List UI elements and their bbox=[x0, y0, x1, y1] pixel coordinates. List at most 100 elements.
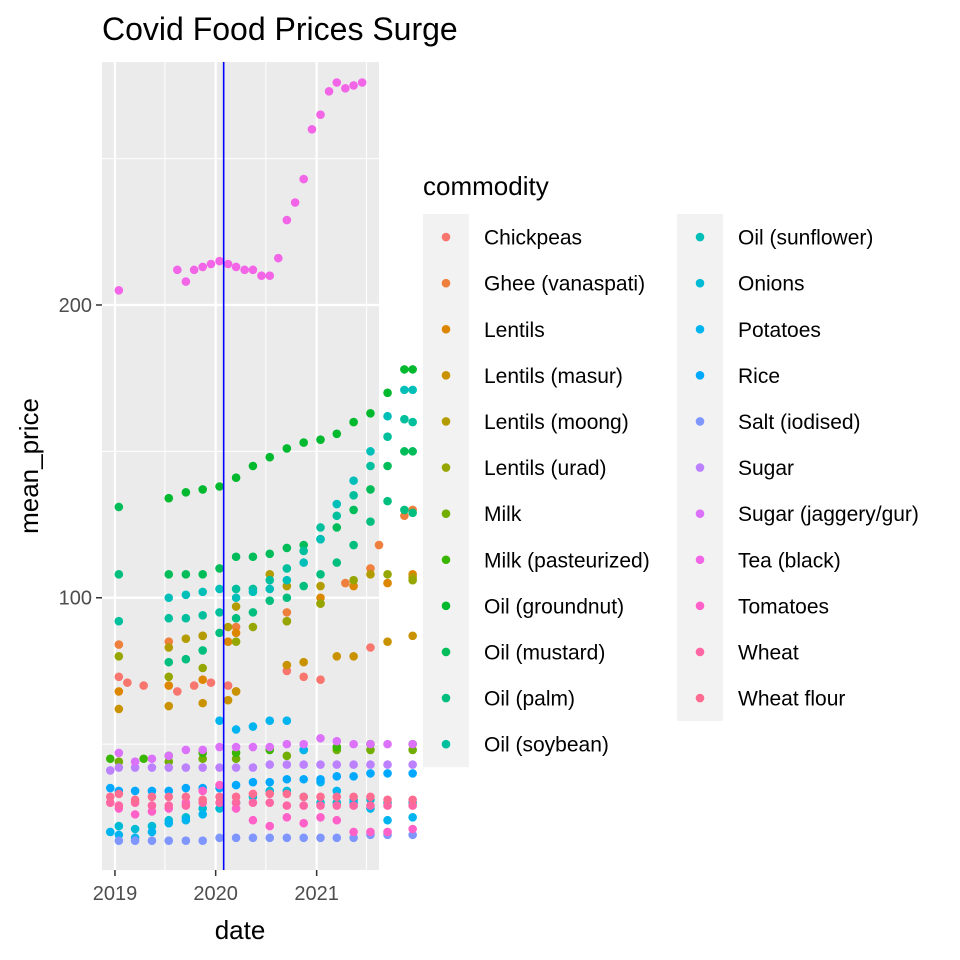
data-point bbox=[215, 792, 224, 802]
data-point bbox=[181, 634, 191, 644]
data-point bbox=[332, 651, 342, 661]
data-point bbox=[282, 813, 292, 822]
data-point bbox=[383, 432, 392, 442]
data-point bbox=[282, 801, 292, 810]
data-point bbox=[290, 198, 300, 207]
data-point bbox=[282, 444, 292, 453]
data-point bbox=[130, 757, 140, 766]
data-point bbox=[114, 763, 124, 772]
data-point bbox=[282, 716, 292, 725]
data-point bbox=[130, 795, 140, 805]
data-point bbox=[198, 795, 208, 805]
data-point bbox=[198, 786, 208, 796]
data-point bbox=[349, 801, 358, 810]
data-point bbox=[383, 461, 392, 471]
data-point bbox=[147, 801, 157, 810]
data-point bbox=[400, 414, 409, 424]
data-point bbox=[114, 748, 124, 758]
data-point bbox=[164, 570, 174, 579]
series-sugar bbox=[105, 760, 417, 775]
legend-key bbox=[695, 509, 705, 518]
data-point bbox=[408, 760, 417, 769]
data-point bbox=[349, 760, 358, 769]
data-point bbox=[198, 646, 208, 655]
data-point bbox=[349, 490, 358, 500]
data-point bbox=[114, 286, 124, 295]
data-point bbox=[206, 678, 216, 687]
data-point bbox=[215, 256, 224, 266]
data-point bbox=[223, 259, 233, 269]
data-point bbox=[164, 801, 174, 810]
data-point bbox=[164, 593, 174, 603]
data-point bbox=[189, 681, 199, 690]
y-axis-title: mean_price bbox=[14, 398, 44, 534]
data-point bbox=[265, 271, 275, 281]
y-tick-label: 100 bbox=[59, 588, 92, 610]
data-point bbox=[366, 447, 375, 456]
data-point bbox=[181, 570, 191, 579]
data-point bbox=[231, 725, 241, 734]
data-point bbox=[231, 628, 241, 638]
data-point bbox=[164, 763, 174, 772]
data-point bbox=[139, 754, 148, 764]
data-point bbox=[366, 769, 375, 778]
legend-label: Lentils bbox=[484, 319, 545, 342]
data-point bbox=[366, 739, 375, 749]
y-axis: 100 200 bbox=[59, 295, 102, 610]
data-point bbox=[316, 581, 325, 591]
data-point bbox=[181, 613, 191, 623]
data-point bbox=[198, 631, 208, 641]
data-point bbox=[240, 265, 249, 275]
data-point bbox=[215, 564, 224, 573]
data-point bbox=[105, 766, 115, 775]
data-point bbox=[164, 493, 174, 503]
data-point bbox=[408, 417, 417, 427]
x-axis: 2019 2020 2021 bbox=[93, 870, 339, 905]
legend-label: Tomatoes bbox=[738, 595, 829, 618]
data-point bbox=[316, 774, 325, 784]
data-point bbox=[248, 622, 258, 632]
data-point bbox=[215, 482, 224, 491]
data-point bbox=[341, 84, 350, 93]
data-point bbox=[332, 558, 342, 567]
data-point bbox=[231, 780, 241, 790]
data-point bbox=[215, 763, 224, 772]
data-point bbox=[114, 789, 124, 799]
series-lentils-masur- bbox=[114, 631, 417, 714]
data-point bbox=[383, 496, 392, 506]
data-point bbox=[366, 409, 375, 418]
data-point bbox=[130, 786, 140, 796]
data-point bbox=[265, 777, 275, 787]
legend-label: Milk (pasteurized) bbox=[484, 549, 650, 572]
data-point bbox=[215, 716, 224, 725]
data-point bbox=[114, 821, 124, 831]
data-point bbox=[349, 792, 358, 802]
data-point bbox=[332, 429, 342, 439]
series-lentils-urad- bbox=[114, 570, 417, 682]
data-point bbox=[316, 570, 325, 579]
data-point bbox=[408, 795, 417, 805]
data-point bbox=[181, 815, 191, 825]
data-point bbox=[231, 262, 241, 272]
data-point bbox=[223, 637, 233, 646]
data-point bbox=[316, 534, 325, 544]
data-point bbox=[316, 760, 325, 769]
data-point bbox=[181, 801, 191, 810]
data-point bbox=[223, 681, 233, 690]
data-point bbox=[349, 827, 358, 837]
x-axis-title: date bbox=[215, 915, 266, 945]
data-point bbox=[299, 546, 308, 556]
legend-label: Lentils (masur) bbox=[484, 365, 623, 388]
data-point bbox=[114, 687, 124, 696]
data-point bbox=[332, 815, 342, 825]
data-point bbox=[164, 818, 174, 828]
data-point bbox=[248, 833, 258, 843]
legend-label: Potatoes bbox=[738, 319, 821, 342]
data-point bbox=[105, 783, 115, 793]
data-point bbox=[248, 815, 258, 825]
data-point bbox=[400, 505, 409, 515]
data-point bbox=[147, 792, 157, 802]
data-point bbox=[198, 262, 208, 272]
data-point bbox=[114, 836, 124, 846]
